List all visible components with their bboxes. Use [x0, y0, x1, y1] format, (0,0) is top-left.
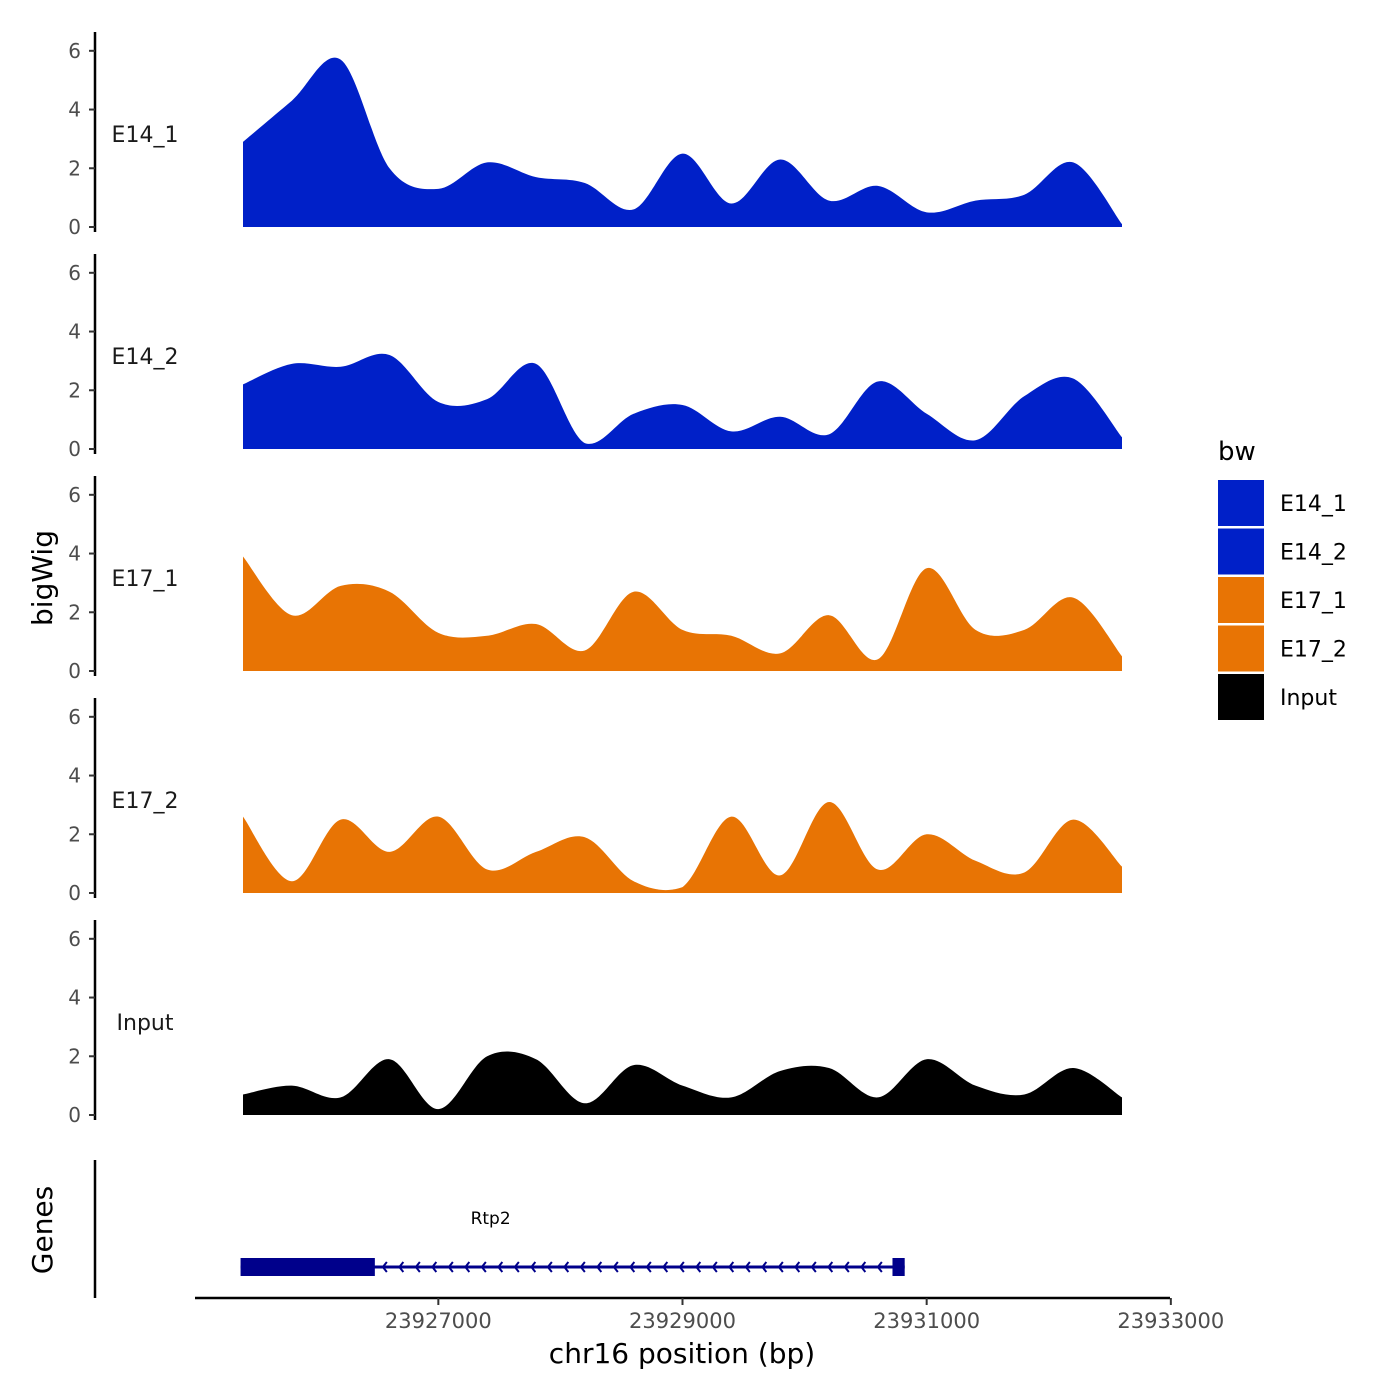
gene-name-label: Rtp2: [471, 1209, 511, 1229]
x-tick-label: 23931000: [873, 1309, 980, 1333]
y-tick-label: 4: [68, 542, 81, 566]
y-tick-label: 0: [68, 1103, 81, 1127]
signal-area-e14-2: [243, 353, 1122, 449]
strand-arrow: [876, 1261, 883, 1273]
track-e14-2: 0 2 4 6 E14_2: [68, 254, 1122, 461]
legend-title: bw: [1218, 437, 1256, 467]
y-tick-label: 0: [68, 881, 81, 905]
signal-area-e14-1: [243, 57, 1122, 228]
y-tick-label: 0: [68, 215, 81, 239]
y-tick-label: 0: [68, 437, 81, 461]
strand-arrow: [480, 1261, 487, 1273]
strand-arrow: [794, 1261, 801, 1273]
strand-arrow: [381, 1261, 388, 1273]
strand-arrow: [497, 1261, 504, 1273]
strand-arrow: [546, 1261, 553, 1273]
legend-label: E17_2: [1280, 638, 1347, 663]
track-label: E17_1: [112, 567, 179, 592]
strand-arrow: [398, 1261, 405, 1273]
track-label: E17_2: [112, 789, 179, 814]
strand-arrow: [711, 1261, 718, 1273]
strand-arrow: [579, 1261, 586, 1273]
x-axis: 23927000 23929000 23931000 23933000: [195, 1296, 1224, 1333]
y-tick-label: 4: [68, 320, 81, 344]
strand-arrow: [645, 1261, 652, 1273]
gene-exon: [892, 1258, 905, 1276]
y-tick-label: 6: [68, 927, 81, 951]
gene-rtp2: Rtp2: [240, 1209, 905, 1276]
x-tick-label: 23927000: [385, 1309, 492, 1333]
signal-area-e17-2: [243, 801, 1122, 893]
y-tick-label: 4: [68, 986, 81, 1010]
y-tick-label: 2: [68, 600, 81, 624]
signal-area-e17-1: [243, 556, 1122, 671]
strand-arrow: [843, 1261, 850, 1273]
track-label: E14_2: [112, 345, 179, 370]
strand-arrow: [827, 1261, 834, 1273]
y-tick-label: 2: [68, 822, 81, 846]
strand-arrow: [695, 1261, 702, 1273]
strand-arrow: [596, 1261, 603, 1273]
track-label: Input: [117, 1011, 174, 1036]
y-tick-label: 2: [68, 378, 81, 402]
strand-arrow: [860, 1261, 867, 1273]
strand-arrow: [563, 1261, 570, 1273]
legend-label: Input: [1280, 686, 1337, 711]
strand-arrow: [447, 1261, 454, 1273]
strand-arrow: [728, 1261, 735, 1273]
strand-arrow: [431, 1261, 438, 1273]
y-tick-label: 2: [68, 1044, 81, 1068]
y-tick-label: 2: [68, 156, 81, 180]
strand-arrow: [662, 1261, 669, 1273]
x-tick-label: 23933000: [1117, 1309, 1224, 1333]
y-axis-title: bigWig: [26, 530, 59, 626]
genes-axis-title: Genes: [26, 1186, 59, 1274]
legend-label: E17_1: [1280, 589, 1347, 614]
strand-arrow: [464, 1261, 471, 1273]
strand-arrow: [810, 1261, 817, 1273]
genes-track: Rtp2: [93, 1160, 905, 1298]
strand-arrow: [629, 1261, 636, 1273]
x-tick-label: 23929000: [629, 1309, 736, 1333]
track-e14-1: 0 2 4 6 E14_1: [68, 32, 1122, 239]
legend-label: E14_2: [1280, 541, 1347, 566]
legend-swatch: [1218, 625, 1264, 672]
legend: bw E14_1 E14_2 E17_1 E17_2 Input: [1218, 437, 1347, 720]
track-e17-2: 0 2 4 6 E17_2: [68, 698, 1122, 905]
x-axis-title: chr16 position (bp): [549, 1337, 815, 1370]
y-tick-label: 6: [68, 483, 81, 507]
track-label: E14_1: [112, 123, 179, 148]
y-tick-label: 6: [68, 261, 81, 285]
track-input: 0 2 4 6 Input: [68, 920, 1122, 1127]
y-tick-label: 0: [68, 659, 81, 683]
strand-arrow: [744, 1261, 751, 1273]
legend-swatch: [1218, 528, 1264, 575]
y-tick-label: 4: [68, 764, 81, 788]
legend-label: E14_1: [1280, 492, 1347, 517]
y-tick-label: 6: [68, 705, 81, 729]
strand-arrow: [414, 1261, 421, 1273]
y-tick-label: 4: [68, 98, 81, 122]
strand-arrow: [513, 1261, 520, 1273]
track-e17-1: 0 2 4 6 E17_1: [68, 476, 1122, 683]
y-tick-label: 6: [68, 39, 81, 63]
legend-swatch: [1218, 674, 1264, 720]
legend-swatch: [1218, 480, 1264, 526]
strand-arrow: [530, 1261, 537, 1273]
signal-tracks: 0 2 4 6 E14_1 0 2 4 6 E14_2 0 2 4 6 E17_1 0 2 4 6 E17_2 0 2 4 6…: [68, 32, 1122, 1127]
legend-swatch: [1218, 577, 1264, 623]
strand-arrow: [612, 1261, 619, 1273]
strand-arrow: [761, 1261, 768, 1273]
strand-arrow: [777, 1261, 784, 1273]
gene-exon: [240, 1258, 375, 1276]
strand-arrow: [678, 1261, 685, 1273]
signal-area-input: [243, 1051, 1122, 1115]
